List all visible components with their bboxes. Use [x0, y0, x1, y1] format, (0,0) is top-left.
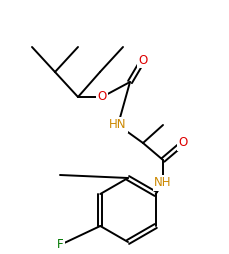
Text: O: O [178, 136, 187, 150]
Text: F: F [56, 239, 63, 251]
Text: O: O [138, 54, 147, 67]
Text: HN: HN [109, 119, 126, 132]
Text: NH: NH [154, 177, 171, 189]
Text: O: O [97, 90, 106, 103]
